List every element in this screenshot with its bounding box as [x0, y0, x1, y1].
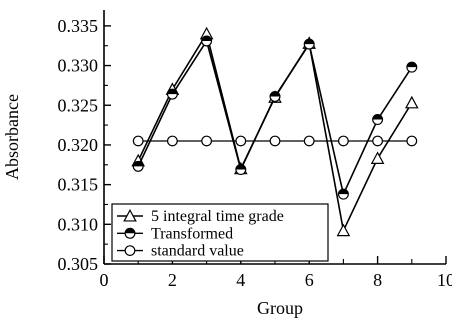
data-point-1-0-fill	[133, 161, 144, 167]
data-point-2-6	[338, 135, 349, 147]
data-point-2-3	[235, 135, 247, 147]
y-tick-label: 0.305	[58, 254, 99, 274]
data-point-2-8	[406, 135, 418, 147]
x-axis-label: Group	[257, 298, 303, 318]
y-tick-label: 0.335	[58, 16, 99, 36]
data-point-2-5	[303, 135, 315, 147]
legend-label-0: 5 integral time grade	[151, 208, 284, 225]
data-point-1-2-fill	[201, 36, 212, 41]
axes-group: 0.305 0.310 0.315 0.320 0.325 0.330 0.335 0 2 4 6 8…	[58, 10, 452, 290]
y-tick-label: 0.330	[58, 56, 99, 76]
data-point-1-6-fill	[338, 189, 349, 195]
x-tick-label: 2	[168, 270, 177, 290]
data-point-2-4	[269, 135, 281, 147]
x-tick-label: 10	[437, 270, 452, 290]
series-1	[132, 35, 418, 200]
legend-label-1: Transformed	[151, 225, 233, 242]
data-point-1-8-fill	[406, 62, 417, 68]
data-point-1-7-fill	[372, 114, 383, 120]
data-point-2-0	[132, 135, 144, 147]
data-point-0-8	[404, 95, 419, 109]
legend-marker-0	[123, 208, 137, 222]
data-point-2-7	[372, 135, 384, 147]
y-tick-label: 0.315	[58, 175, 99, 195]
data-point-0-7	[370, 151, 385, 164]
data-point-1-3-fill	[235, 164, 246, 170]
data-point-1-1-fill	[167, 89, 178, 95]
x-tick-label: 4	[236, 270, 245, 290]
data-point-2-1	[166, 135, 178, 147]
legend-marker-1-fill	[125, 228, 135, 234]
y-tick-label: 0.325	[58, 95, 99, 115]
x-tick-label: 0	[100, 270, 109, 290]
y-axis-label: Absorbance	[2, 94, 22, 180]
series-line-0	[137, 31, 413, 234]
data-point-2-2	[201, 135, 213, 147]
legend-label-2: standard value	[151, 243, 244, 260]
series-2	[132, 135, 418, 147]
y-tick-label: 0.310	[58, 214, 99, 234]
legend-box	[111, 203, 329, 262]
data-point-0-6	[336, 223, 351, 237]
x-tick-label: 6	[305, 270, 314, 290]
data-point-1-4-fill	[270, 91, 280, 97]
y-tick-label: 0.320	[58, 135, 99, 155]
legend-marker-2	[124, 245, 136, 257]
data-point-1-5-fill	[304, 39, 315, 45]
x-tick-label: 8	[373, 270, 382, 290]
legend: 5 integral time gradeTransformedstandard…	[111, 203, 329, 262]
